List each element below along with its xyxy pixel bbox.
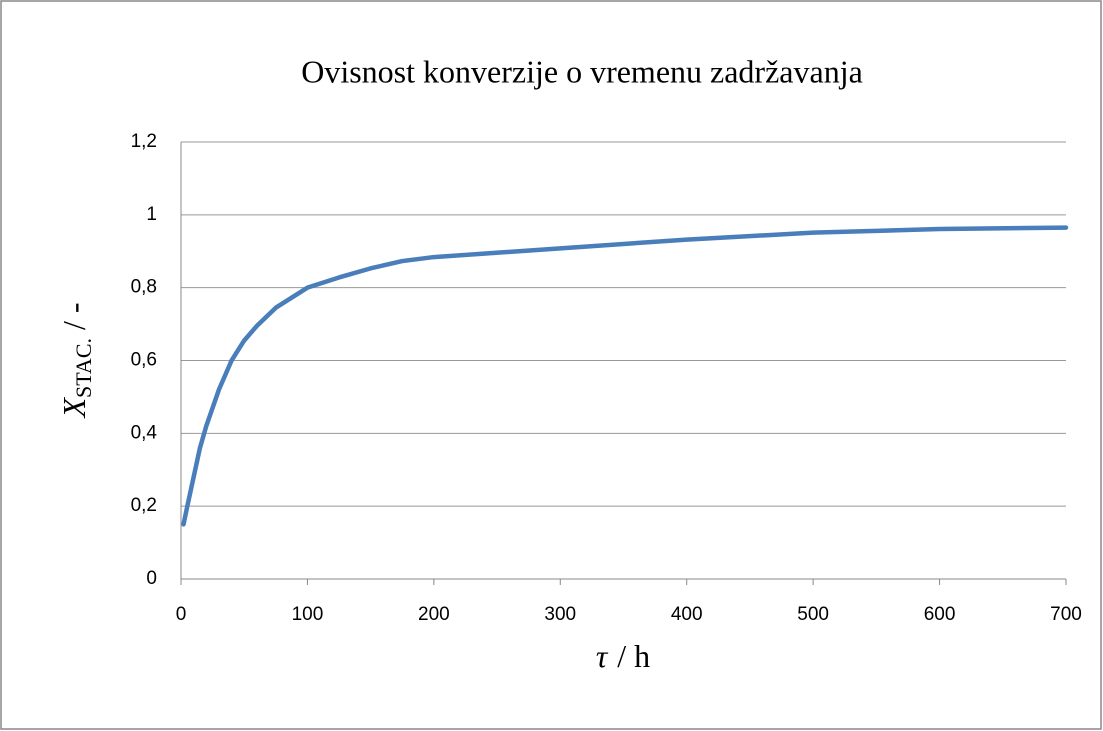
y-tick-label: 0,8 — [131, 277, 157, 298]
y-tick-label: 0,2 — [131, 495, 157, 516]
x-tick-label: 200 — [418, 604, 450, 625]
x-tick-label: 600 — [924, 604, 956, 625]
y-label-unit: / - — [56, 302, 92, 330]
x-tick-label: 300 — [544, 604, 576, 625]
x-label-symbol: τ — [596, 638, 609, 674]
chart-title: Ovisnost konverzije o vremenu zadržavanj… — [301, 53, 863, 89]
y-label-symbol: X — [56, 397, 92, 420]
x-tick-label: 500 — [797, 604, 829, 625]
x-tick-label: 400 — [671, 604, 703, 625]
x-tick-label: 0 — [176, 604, 187, 625]
data-line — [181, 225, 1069, 527]
y-label-subscript: STAC. — [71, 338, 96, 398]
y-tick-label: 0,4 — [131, 422, 158, 443]
x-axis-label: τ / h — [596, 638, 650, 674]
x-tick-label: 700 — [1050, 604, 1082, 625]
y-tick-label: 0,6 — [131, 350, 157, 371]
x-label-unit: / h — [617, 638, 650, 674]
y-axis-label: XSTAC. / - — [56, 302, 96, 419]
y-tick-label: 0 — [146, 568, 157, 589]
y-tick-label: 1,2 — [131, 131, 157, 152]
y-tick-label: 1 — [146, 204, 157, 225]
x-tick-label: 100 — [292, 604, 324, 625]
